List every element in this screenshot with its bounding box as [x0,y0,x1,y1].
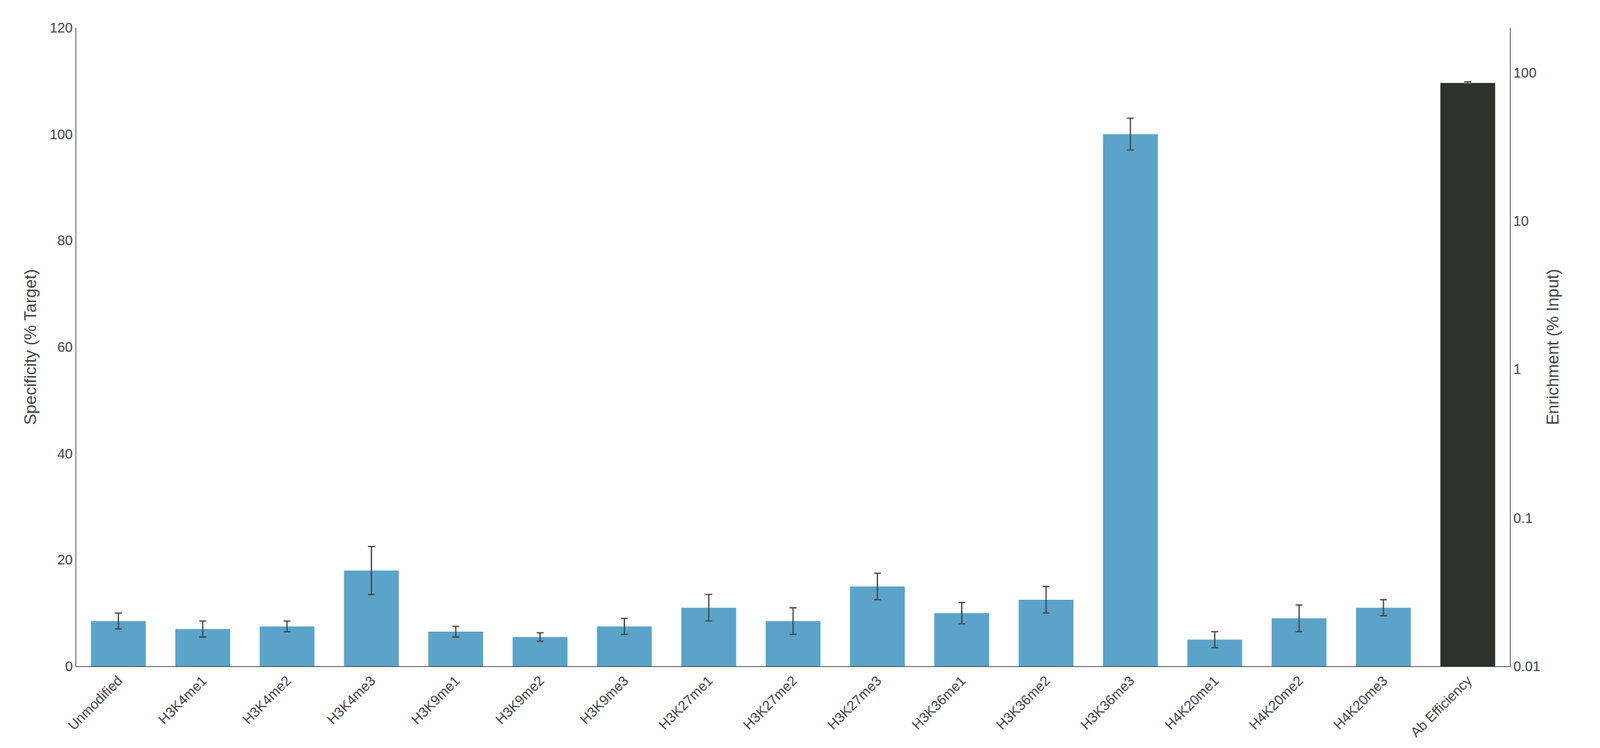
svg-text:H3K9me2: H3K9me2 [492,672,547,727]
svg-text:0: 0 [65,658,73,675]
svg-text:H3K9me3: H3K9me3 [577,672,632,727]
svg-text:100: 100 [49,126,73,143]
svg-text:10: 10 [1513,213,1529,229]
svg-text:Ab Efficiency: Ab Efficiency [1407,672,1475,741]
svg-text:40: 40 [57,446,73,462]
svg-text:0.01: 0.01 [1513,658,1541,675]
svg-text:H3K36me3: H3K36me3 [1077,672,1138,733]
svg-text:H3K9me1: H3K9me1 [408,672,463,727]
svg-text:H3K27me1: H3K27me1 [655,672,716,733]
svg-text:H3K27me2: H3K27me2 [740,672,800,733]
svg-text:Specificity (% Target): Specificity (% Target) [20,269,40,426]
svg-text:H4K20me2: H4K20me2 [1245,672,1306,733]
svg-text:Unmodified: Unmodified [65,672,126,734]
svg-text:100: 100 [1513,65,1537,81]
svg-text:1: 1 [1513,361,1522,377]
svg-text:H3K36me2: H3K36me2 [992,672,1053,733]
svg-text:60: 60 [57,339,73,355]
svg-text:H3K4me1: H3K4me1 [155,672,210,727]
svg-text:H4K20me1: H4K20me1 [1162,672,1222,733]
svg-text:0.1: 0.1 [1513,510,1533,526]
svg-text:H3K36me1: H3K36me1 [908,672,969,733]
svg-text:H4K20me3: H4K20me3 [1330,672,1391,733]
svg-text:120: 120 [49,20,73,36]
svg-text:H3K4me3: H3K4me3 [323,672,378,727]
svg-text:80: 80 [57,232,73,249]
svg-text:H3K4me2: H3K4me2 [239,672,294,727]
svg-text:20: 20 [57,552,73,568]
svg-text:Enrichment (% Input): Enrichment (% Input) [1543,268,1562,425]
svg-text:H3K27me3: H3K27me3 [824,672,885,733]
